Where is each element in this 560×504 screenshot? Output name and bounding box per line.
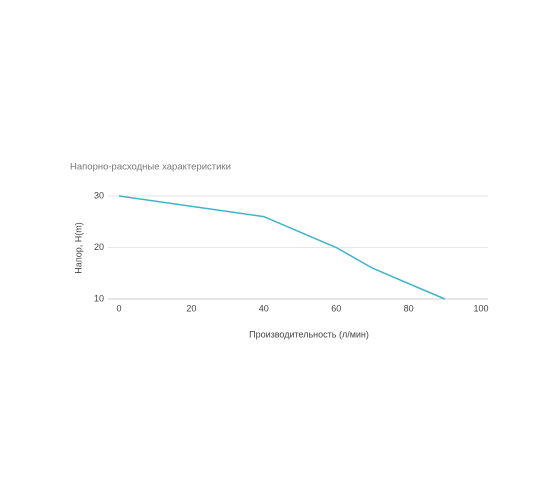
y-tick-label: 30 bbox=[94, 190, 104, 200]
x-tick-label: 0 bbox=[116, 303, 121, 313]
y-axis-label: Напор, H(m) bbox=[73, 222, 83, 273]
x-tick-label: 60 bbox=[331, 303, 341, 313]
x-tick-label: 20 bbox=[186, 303, 196, 313]
x-axis-label: Производительность (л/мин) bbox=[249, 329, 369, 339]
y-tick-label: 10 bbox=[94, 293, 104, 303]
x-tick-label: 100 bbox=[473, 303, 488, 313]
y-tick-label: 20 bbox=[94, 242, 104, 252]
chart-title: Напорно-расходные характеристики bbox=[70, 162, 231, 173]
x-tick-label: 80 bbox=[404, 303, 414, 313]
x-tick-label: 40 bbox=[259, 303, 269, 313]
line bbox=[118, 195, 446, 300]
